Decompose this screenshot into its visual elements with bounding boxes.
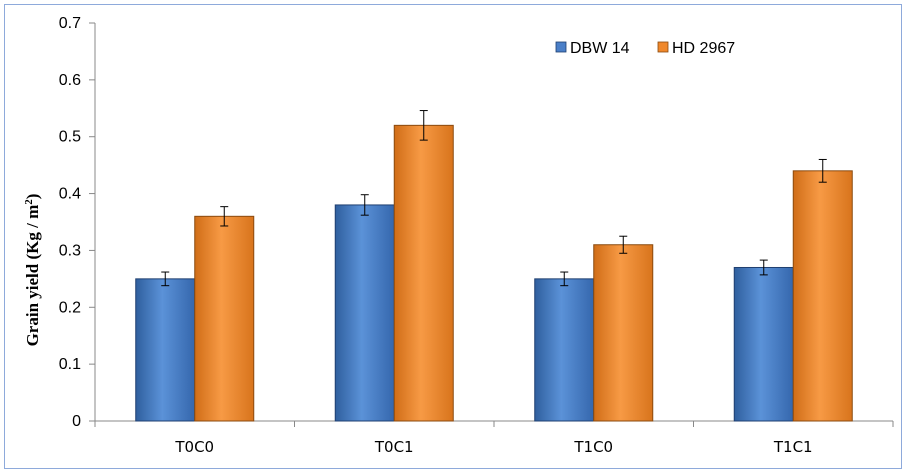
- y-tick-label: 0.2: [59, 299, 81, 316]
- y-tick-label: 0.7: [59, 15, 81, 32]
- bar-t0c0-dbw14: [135, 278, 196, 422]
- y-tick-label: 0: [72, 413, 81, 430]
- legend: DBW 14 HD 2967: [555, 40, 735, 57]
- legend-label-hd2967: HD 2967: [672, 40, 735, 57]
- bar-t0c1-hd2967: [393, 124, 454, 422]
- bars: [135, 110, 853, 422]
- x-tick-label: T1C1: [773, 438, 813, 456]
- bar-t1c1-hd2967: [792, 170, 853, 422]
- y-axis-title: Grain yield (Kg / m2): [23, 194, 42, 347]
- x-tick-label: T1C0: [573, 438, 613, 456]
- y-tick-label: 0.6: [59, 72, 81, 89]
- tick-labels: 0 0.1 0.2 0.3 0.4 0.5 0.6 0.7 T0C0 T0C1 T1C0 T1C1: [59, 15, 813, 456]
- y-tick-label: 0.5: [59, 129, 81, 146]
- bar-t1c1-dbw14: [733, 266, 794, 422]
- bar-t0c0-hd2967: [194, 215, 255, 422]
- bar-t1c0-hd2967: [593, 244, 654, 422]
- x-tick-label: T0C1: [374, 438, 414, 456]
- y-tick-label: 0.1: [59, 356, 81, 373]
- y-tick-label: 0.4: [59, 186, 81, 203]
- legend-swatch-hd2967: [657, 41, 669, 53]
- x-tick-label: T0C0: [174, 438, 214, 456]
- bar-t0c1-dbw14: [334, 204, 395, 422]
- y-tick-label: 0.3: [59, 242, 81, 259]
- legend-label-dbw14: DBW 14: [570, 40, 630, 57]
- bar-t1c0-dbw14: [534, 278, 595, 422]
- legend-swatch-dbw14: [555, 41, 567, 53]
